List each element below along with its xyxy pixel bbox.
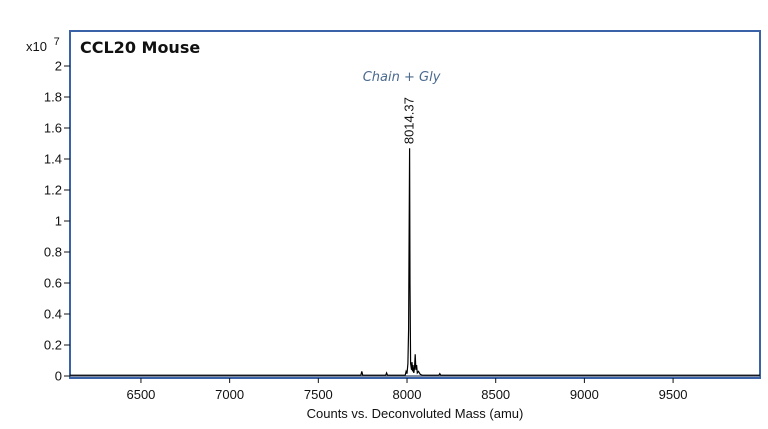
- y-tick-label: 1: [55, 214, 62, 229]
- plot-frame: [69, 30, 761, 379]
- y-tick-label: 0.6: [44, 276, 62, 291]
- peak-annotation: Chain + Gly: [363, 70, 441, 85]
- x-tick-label: 7000: [215, 387, 244, 402]
- x-tick-label: 9500: [659, 387, 688, 402]
- y-multiplier-exponent: 7: [54, 36, 60, 48]
- x-tick-label: 7500: [304, 387, 333, 402]
- peak-mass-label: 8014.37: [402, 97, 417, 144]
- chart-title: CCL20 Mouse: [80, 38, 200, 57]
- y-tick-label: 0.2: [44, 338, 62, 353]
- spectrum-trace: [70, 148, 760, 376]
- y-tick-label: 1.4: [44, 152, 62, 167]
- x-tick-label: 8000: [393, 387, 422, 402]
- y-multiplier-label: x10 7: [26, 36, 60, 54]
- y-tick-label: 0.4: [44, 307, 62, 322]
- y-multiplier-base: x10: [26, 39, 47, 54]
- y-tick-label: 0: [55, 369, 62, 384]
- y-axis: 0 0.2 0.4 0.6 0.8 1 1.2 1.4 1.6 1.8 2: [44, 59, 70, 384]
- x-axis: 6500 7000 7500 8000 8500 9000 9500: [70, 375, 760, 402]
- y-tick-label: 1.2: [44, 183, 62, 198]
- y-tick-label: 2: [55, 59, 62, 74]
- y-tick-label: 0.8: [44, 245, 62, 260]
- x-axis-title: Counts vs. Deconvoluted Mass (amu): [307, 406, 524, 421]
- x-tick-label: 6500: [126, 387, 155, 402]
- x-tick-label: 8500: [481, 387, 510, 402]
- x-tick-label: 9000: [570, 387, 599, 402]
- y-tick-label: 1.6: [44, 121, 62, 136]
- y-tick-label: 1.8: [44, 90, 62, 105]
